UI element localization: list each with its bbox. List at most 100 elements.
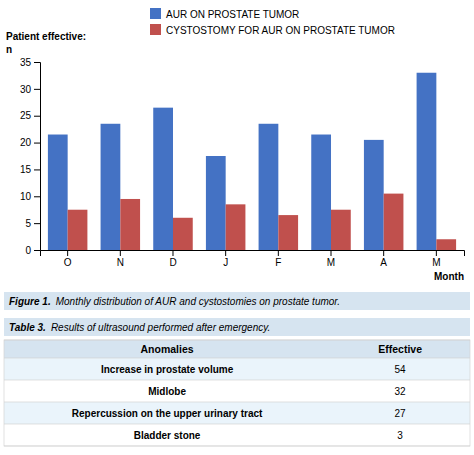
legend-swatch [150,8,161,19]
legend-entry: AUR ON PROSTATE TUMOR [150,8,299,20]
tick-mark [436,250,437,256]
y-tick: 15 [20,164,40,175]
table-cell: Repercussion on the upper urinary tract [72,408,263,419]
table-header: Effective [378,343,422,355]
tick-mark [34,250,40,251]
y-axis-title: n [6,44,12,55]
tick-mark [172,250,173,256]
table-cell: 32 [395,386,407,397]
legend-entry: CYSTOSTOMY FOR AUR ON PROSTATE TUMOR [150,24,395,36]
table-title-label: Table 3. [9,322,46,333]
y-tick: 25 [20,110,40,121]
bar [259,124,279,250]
tick-label: O [64,257,72,268]
caption: Figure 1. Monthly distribution of AUR and… [9,296,340,307]
table-rule [4,402,470,403]
y-tick: 5 [25,218,40,229]
axis-line [34,63,41,251]
table-cell: Increase in prostate volume [101,364,234,375]
table-row-background [4,358,470,380]
x-tick: J [223,250,228,268]
bar-series [48,73,436,250]
tick-mark [34,196,40,197]
legend: AUR ON PROSTATE TUMOR CYSTOSTOMY FOR AUR … [150,8,395,36]
tick-mark [278,250,279,256]
table-title: Table 3. Results of ultrasound performed … [9,322,270,333]
bar-series [68,194,456,250]
bar [101,124,121,250]
tick-label: 15 [20,164,32,175]
bar [417,73,437,250]
bar [436,239,456,250]
tick-mark [34,223,40,224]
bar [364,140,384,250]
x-tick: M [327,250,335,268]
tick-label: 35 [20,57,32,68]
table-header-background [4,340,470,358]
axis-line [41,251,465,257]
x-tick: F [275,250,281,268]
tick-mark [34,62,40,63]
bar [331,210,351,250]
table-rule [4,380,470,381]
bar [48,135,68,250]
table-cell: Midlobe [148,386,186,397]
x-tick: N [117,250,124,268]
tick-mark [34,169,40,170]
table-rule [4,424,470,425]
tick-label: 20 [20,137,32,148]
x-tick: M [432,250,440,268]
table-cell: 54 [395,364,407,375]
tick-label: 10 [20,191,32,202]
caption-background [4,292,470,310]
tick-label: F [275,257,281,268]
x-tick: A [380,250,387,268]
bar [120,199,140,250]
bar [278,215,298,250]
y-tick: 30 [20,84,40,95]
tick-label: 0 [25,245,31,256]
tick-label: 30 [20,84,32,95]
table-row-background [4,402,470,424]
bar [384,194,404,250]
table-title-background [4,318,470,336]
tick-mark [120,250,121,256]
tick-mark [34,143,40,144]
y-tick: 0 [25,245,40,256]
bar [311,135,331,250]
legend-label: CYSTOSTOMY FOR AUR ON PROSTATE TUMOR [166,25,395,36]
bars [48,73,456,250]
x-axis-title: Month [434,271,464,282]
tick-label: A [380,257,387,268]
table-cell: Bladder stone [134,430,201,441]
bar [153,108,173,250]
bar [226,204,246,250]
legend-swatch [150,24,161,35]
table-title-text: Results of ultrasound performed after em… [51,322,270,333]
tick-label: J [223,257,228,268]
caption-label: Figure 1. [9,296,51,307]
table-row-background [4,424,470,446]
table-cell: 27 [395,408,407,419]
bar [206,156,226,250]
legend-label: AUR ON PROSTATE TUMOR [166,9,299,20]
table: Table 3. Results of ultrasound performed … [4,318,470,446]
tick-mark [34,89,40,90]
tick-label: M [432,257,440,268]
table-cell: 3 [397,430,403,441]
tick-mark [383,250,384,256]
bar [68,210,88,250]
y-tick: 35 [20,57,40,68]
tick-label: 5 [25,218,31,229]
table-header: Anomalies [141,343,194,355]
tick-label: D [169,257,176,268]
y-tick: 20 [20,137,40,148]
caption-text: Monthly distribution of AUR and cystosto… [56,296,340,307]
x-tick: O [64,250,72,268]
y-tick: 10 [20,191,40,202]
bar [173,218,193,250]
x-tick: D [169,250,176,268]
tick-mark [331,250,332,256]
tick-label: N [117,257,124,268]
table-rule [4,358,470,359]
